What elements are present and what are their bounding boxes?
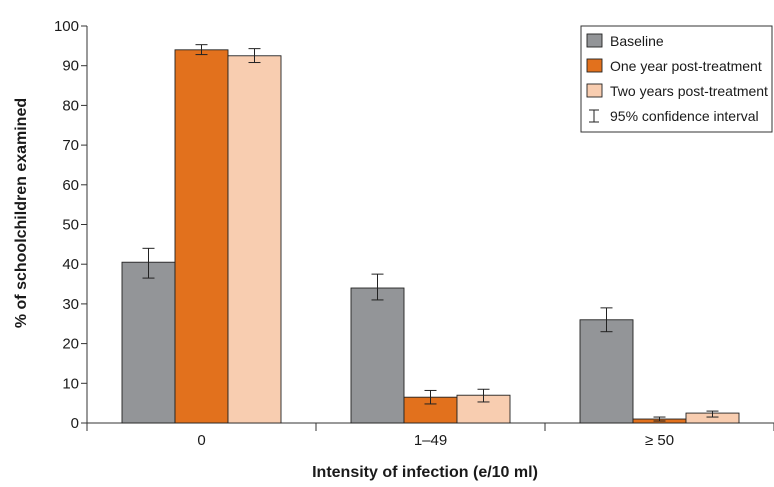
legend-swatch	[586, 33, 603, 48]
legend-label: Baseline	[610, 33, 664, 49]
y-tick-label: 0	[71, 415, 79, 432]
y-tick-label: 30	[62, 296, 79, 313]
x-tick-label: 0	[197, 432, 205, 449]
y-tick-label: 50	[62, 217, 79, 234]
legend-ci-icon	[589, 109, 599, 123]
bar	[579, 319, 634, 424]
legend-label: One year post-treatment	[610, 58, 762, 74]
bar	[350, 287, 405, 424]
y-axis: 0 10 20 30 40 50 60 70 80 90 100	[54, 18, 88, 432]
legend-label: Two years post-treatment	[610, 83, 768, 99]
y-tick-label: 90	[62, 58, 79, 75]
y-tick-label: 70	[62, 137, 79, 154]
legend: Baseline One year post-treatment Two years…	[580, 25, 773, 133]
y-tick-label: 20	[62, 336, 79, 353]
y-tick-label: 100	[54, 18, 79, 35]
x-tick-label: 1–49	[414, 432, 447, 449]
error-bars	[142, 44, 719, 422]
y-tick-label: 40	[62, 256, 79, 273]
y-tick-label: 80	[62, 97, 79, 114]
bar	[227, 55, 282, 424]
y-tick-label: 10	[62, 375, 79, 392]
legend-swatch	[586, 83, 603, 98]
legend-box	[580, 25, 773, 133]
x-tick-label: ≥ 50	[645, 432, 674, 449]
x-axis-title: Intensity of infection (e/10 ml)	[312, 464, 538, 481]
x-axis: 0 1–49 ≥ 50	[86, 422, 774, 449]
legend-swatch	[586, 58, 603, 73]
legend-label: 95% confidence interval	[610, 108, 759, 124]
y-axis-title: % of schoolchildren examined	[13, 98, 30, 328]
bar	[174, 49, 229, 424]
y-tick-label: 60	[62, 177, 79, 194]
bar	[121, 261, 176, 424]
